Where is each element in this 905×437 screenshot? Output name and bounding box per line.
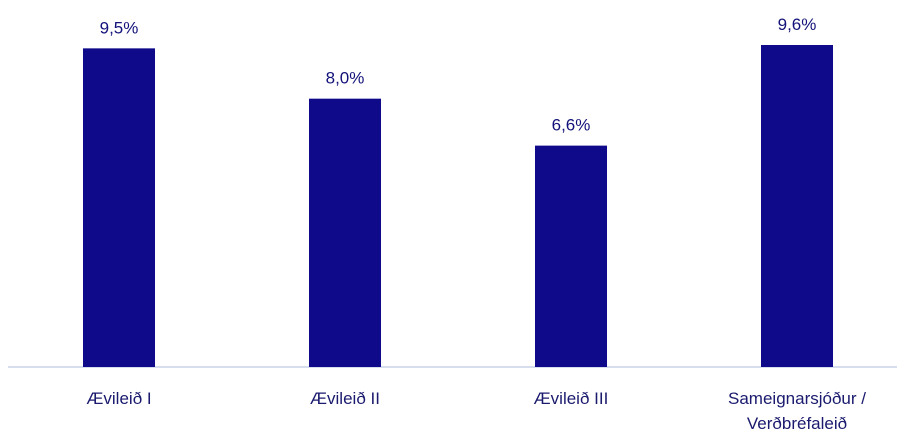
value-label-1: 9,5% xyxy=(100,18,139,37)
value-label-2: 8,0% xyxy=(326,69,365,88)
bars-group xyxy=(83,45,833,368)
category-label-1: Ævileið I xyxy=(86,389,151,408)
category-label-line: Ævileið III xyxy=(534,389,609,408)
category-label-4: Sameignarsjóður / Verðbréfaleið xyxy=(728,389,866,433)
category-label-line: Ævileið I xyxy=(86,389,151,408)
category-label-line: Verðbréfaleið xyxy=(747,414,847,433)
value-label-3: 6,6% xyxy=(552,116,591,135)
bar-2 xyxy=(309,98,381,368)
value-label-4: 9,6% xyxy=(778,15,817,34)
category-label-3: Ævileið III xyxy=(534,389,609,408)
bar-4 xyxy=(761,45,833,367)
value-labels-group: 9,5% 8,0% 6,6% 9,6% xyxy=(100,15,817,135)
bar-3 xyxy=(535,145,607,367)
bar-1 xyxy=(83,48,155,368)
category-label-line: Sameignarsjóður / xyxy=(728,389,866,408)
category-label-2: Ævileið II xyxy=(310,389,380,408)
category-labels-group: Ævileið I Ævileið II Ævileið III Sameignars… xyxy=(86,389,866,433)
category-label-line: Ævileið II xyxy=(310,389,380,408)
